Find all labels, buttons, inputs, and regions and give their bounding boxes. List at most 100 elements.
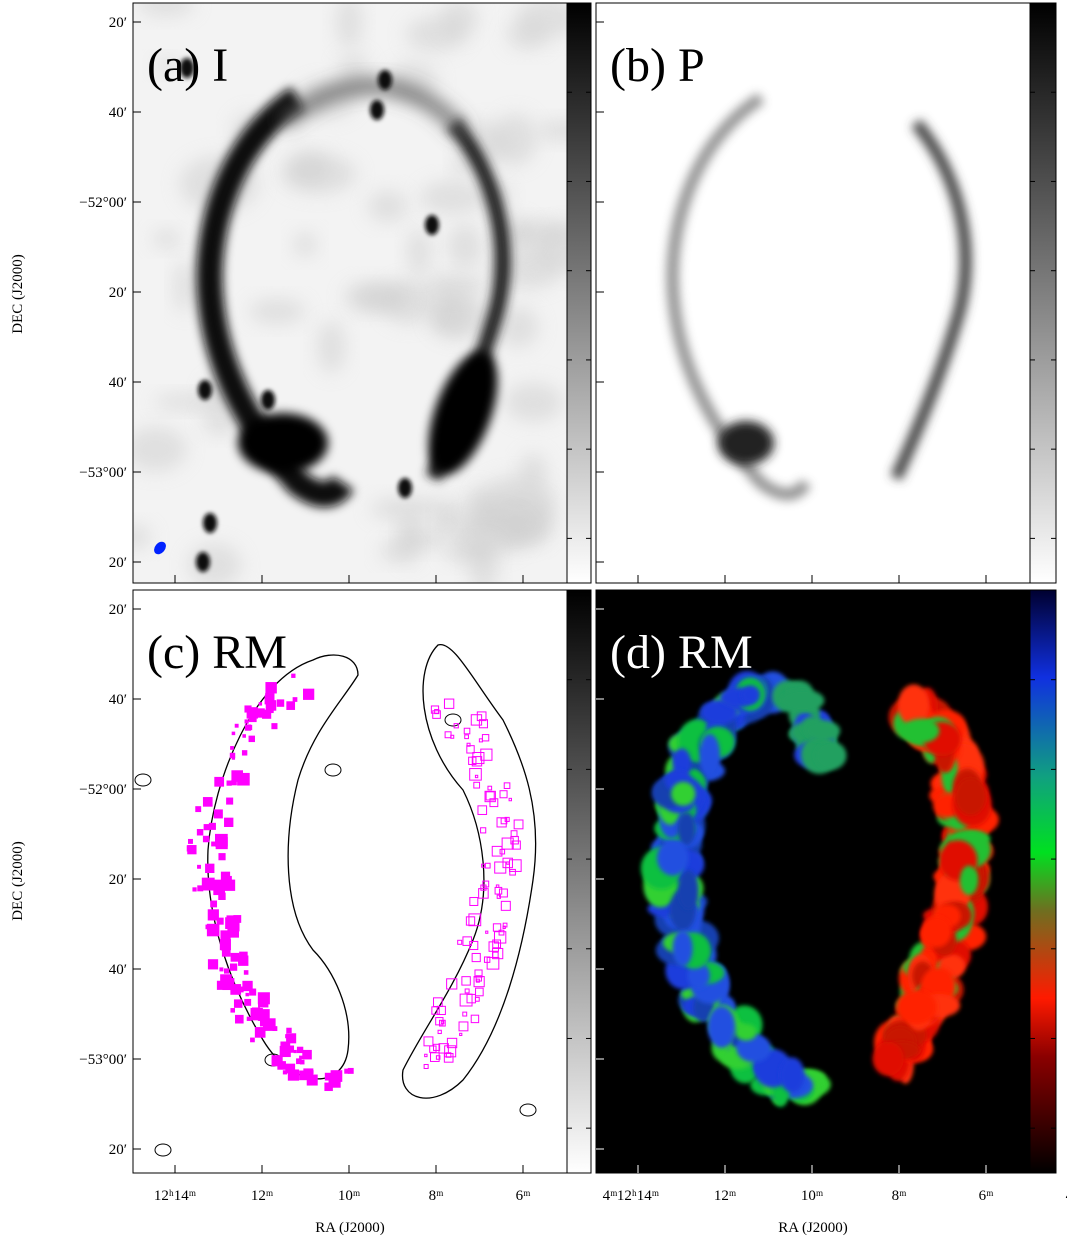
rm-square (220, 968, 223, 971)
noise (420, 181, 484, 214)
panel-label: (a) I (147, 39, 228, 92)
y-tick-label: −53°00′ (79, 1052, 127, 1068)
colorbar (567, 590, 591, 1173)
rm-square (303, 1050, 312, 1059)
noise (125, 427, 187, 472)
y-tick-label: 40′ (109, 962, 127, 978)
rm-square (238, 773, 250, 785)
noise (317, 320, 345, 373)
rm-square (198, 865, 201, 868)
noise (424, 274, 485, 300)
rm-square (245, 999, 251, 1005)
rm-square (196, 807, 201, 812)
rm-square (242, 751, 246, 755)
noise (288, 151, 330, 184)
panel: (d) RM12ʰ14ᵐ12ᵐ10ᵐ8ᵐ6ᵐ4ᵐ (596, 590, 1067, 1204)
y-axis-label: DEC (J2000) (10, 841, 26, 921)
rm-square (230, 964, 236, 970)
rm-square (247, 1017, 250, 1020)
rm-square (259, 703, 261, 705)
y-tick-label: 20′ (109, 872, 127, 888)
y-tick-label: 40′ (109, 105, 127, 121)
panel-label: (d) RM (610, 626, 753, 679)
rm-blob (708, 1006, 736, 1048)
rm-square (266, 683, 276, 693)
y-tick-label: −52°00′ (79, 195, 127, 211)
rm-square (227, 798, 233, 804)
rm-blob (699, 734, 720, 777)
point-source (203, 513, 217, 533)
rm-blob (955, 778, 986, 816)
rm-square (209, 823, 215, 829)
rm-square (231, 953, 239, 961)
noise (504, 383, 563, 422)
y-axis-label: DEC (J2000) (10, 254, 26, 334)
point-source (65, 553, 79, 573)
rm-square (208, 960, 217, 969)
x-axis-label: RA (J2000) (315, 1220, 385, 1236)
rm-blob (657, 840, 689, 875)
blob (718, 421, 774, 465)
rm-square (212, 842, 216, 846)
noise (370, 497, 445, 521)
rm-square (217, 981, 225, 989)
rm-square (228, 927, 239, 938)
point-source (378, 70, 392, 90)
x-tick-label: 4ᵐ (603, 1188, 619, 1204)
y-tick-label: 20′ (109, 602, 127, 618)
panel: (c) RM20′40′−52°00′20′40′−53°00′20′12ʰ14… (79, 590, 618, 1204)
rm-blob (673, 930, 693, 966)
rm-square (251, 1038, 255, 1042)
rm-square (331, 1071, 342, 1082)
point-source (425, 215, 439, 235)
rm-square (235, 724, 238, 727)
point-source (261, 390, 275, 410)
rm-blob (735, 1024, 757, 1041)
x-tick-label: 8ᵐ (429, 1188, 445, 1204)
y-tick-label: −52°00′ (79, 782, 127, 798)
rm-square (243, 735, 246, 738)
y-tick-label: 20′ (109, 1142, 127, 1158)
noise (469, 542, 498, 595)
rm-blob (902, 719, 940, 743)
rm-square (230, 753, 234, 757)
rm-square (348, 1068, 353, 1073)
rm-square (244, 971, 248, 975)
rm-square (325, 1083, 332, 1090)
rm-square (300, 1071, 309, 1080)
point-source (198, 380, 212, 400)
rm-square (214, 810, 222, 818)
noise (174, 261, 194, 314)
y-tick-label: 20′ (109, 555, 127, 571)
rm-blob (921, 916, 951, 947)
rm-square (258, 993, 269, 1004)
rm-square (188, 846, 196, 854)
rm-square (227, 781, 231, 785)
point-source (196, 552, 210, 572)
rm-square (222, 948, 230, 956)
rm-square (250, 989, 256, 995)
rm-square (245, 720, 248, 723)
x-tick-label: 10ᵐ (801, 1188, 824, 1204)
noise (293, 232, 317, 257)
rm-square (203, 798, 212, 807)
noise (152, 229, 181, 248)
rm-square (277, 700, 283, 706)
y-tick-label: 20′ (109, 285, 127, 301)
rm-blob (780, 689, 824, 711)
panel: (a) I20′40′−52°00′20′40′−53°00′20′ (65, 0, 610, 595)
y-tick-label: −53°00′ (79, 465, 127, 481)
rm-square (224, 969, 228, 973)
rm-blob (780, 1057, 805, 1092)
rm-square (329, 1081, 331, 1083)
rm-square (300, 1056, 302, 1058)
rm-square (297, 1047, 302, 1052)
rm-square (211, 901, 217, 907)
rm-blob (677, 812, 695, 845)
y-tick-label: 40′ (109, 375, 127, 391)
rm-square (216, 834, 228, 846)
rm-square (193, 888, 196, 891)
x-tick-label: 12ᵐ (714, 1188, 737, 1204)
rm-square (232, 780, 236, 784)
rm-square (260, 1021, 265, 1026)
